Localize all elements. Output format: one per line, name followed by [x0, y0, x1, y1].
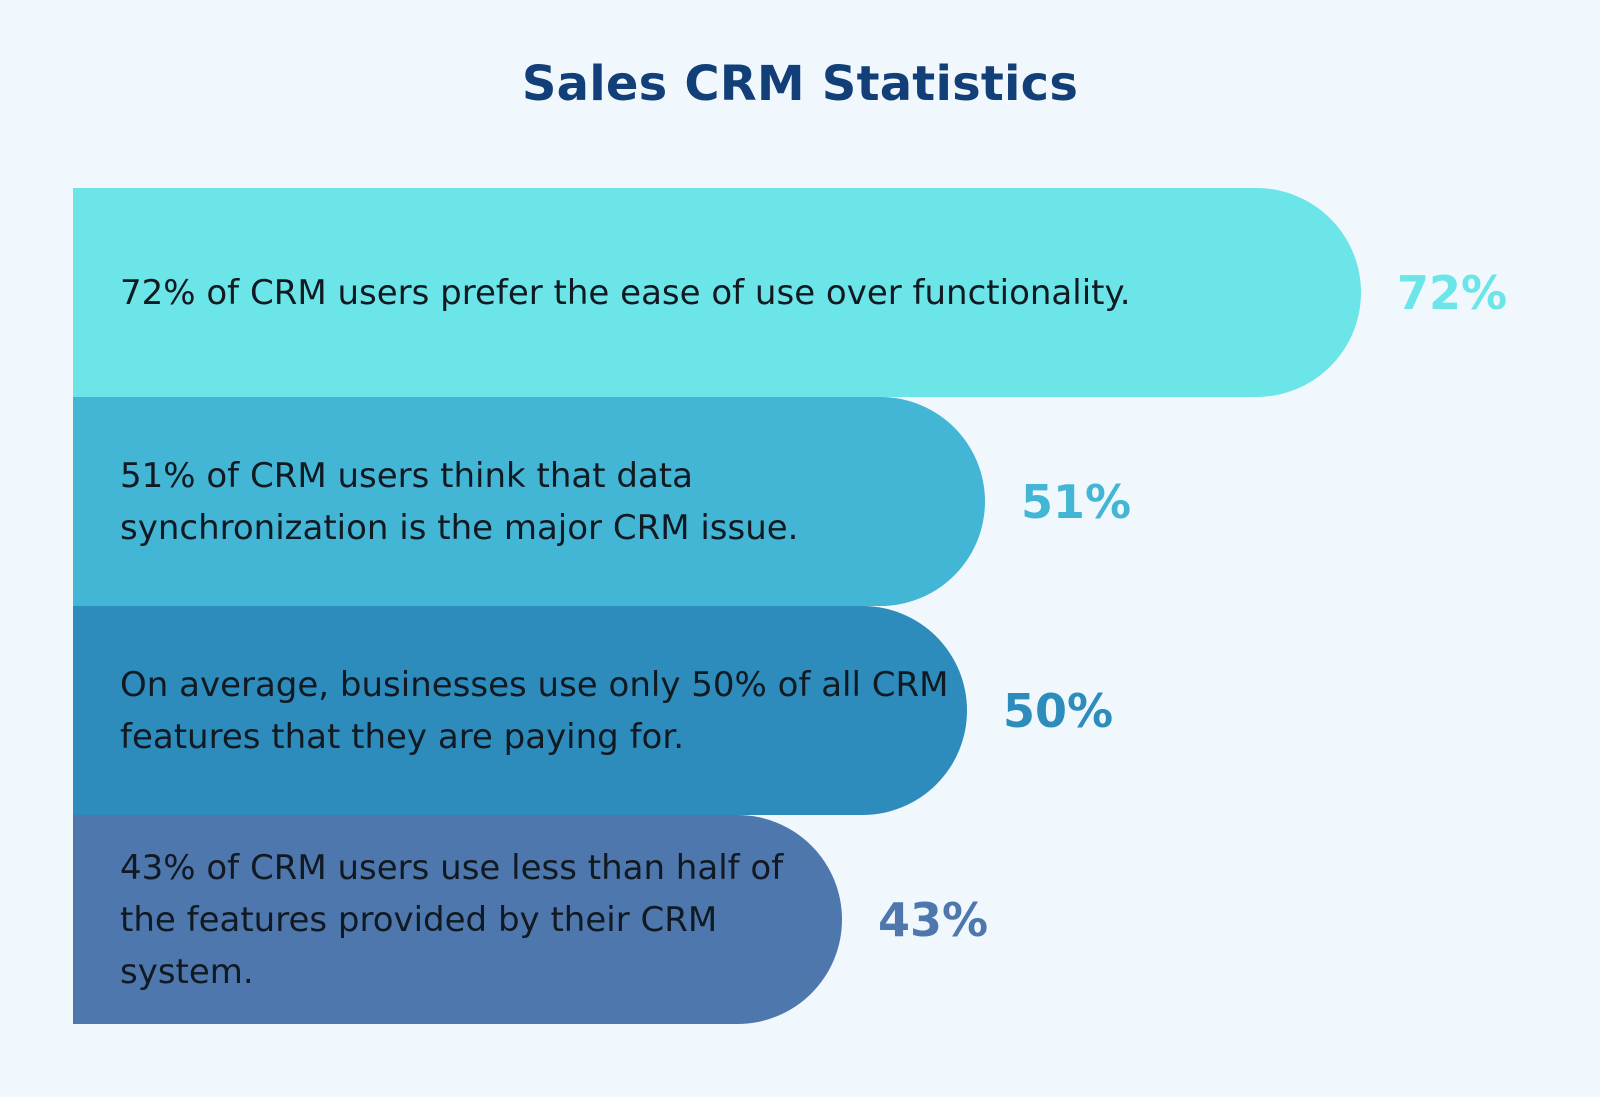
- bar-1: 72% of CRM users prefer the ease of use …: [73, 188, 1361, 397]
- bar-value-label-3: 50%: [1003, 683, 1114, 738]
- bar-label-2: 51% of CRM users think that data synchro…: [120, 455, 799, 548]
- bar-label-3: On average, businesses use only 50% of a…: [120, 664, 949, 757]
- bar-label-1: 72% of CRM users prefer the ease of use …: [120, 272, 1131, 313]
- bar-value-label-4: 43%: [878, 892, 989, 947]
- bar-label-4: 43% of CRM users use less than half of t…: [120, 847, 784, 992]
- bar-2: 51% of CRM users think that data synchro…: [73, 397, 985, 606]
- bar-value-label-2: 51%: [1021, 474, 1132, 529]
- bar-4: 43% of CRM users use less than half of t…: [73, 815, 842, 1024]
- bar-value-label-1: 72%: [1397, 265, 1508, 320]
- bar-3: On average, businesses use only 50% of a…: [73, 606, 967, 815]
- chart-title: Sales CRM Statistics: [521, 56, 1079, 112]
